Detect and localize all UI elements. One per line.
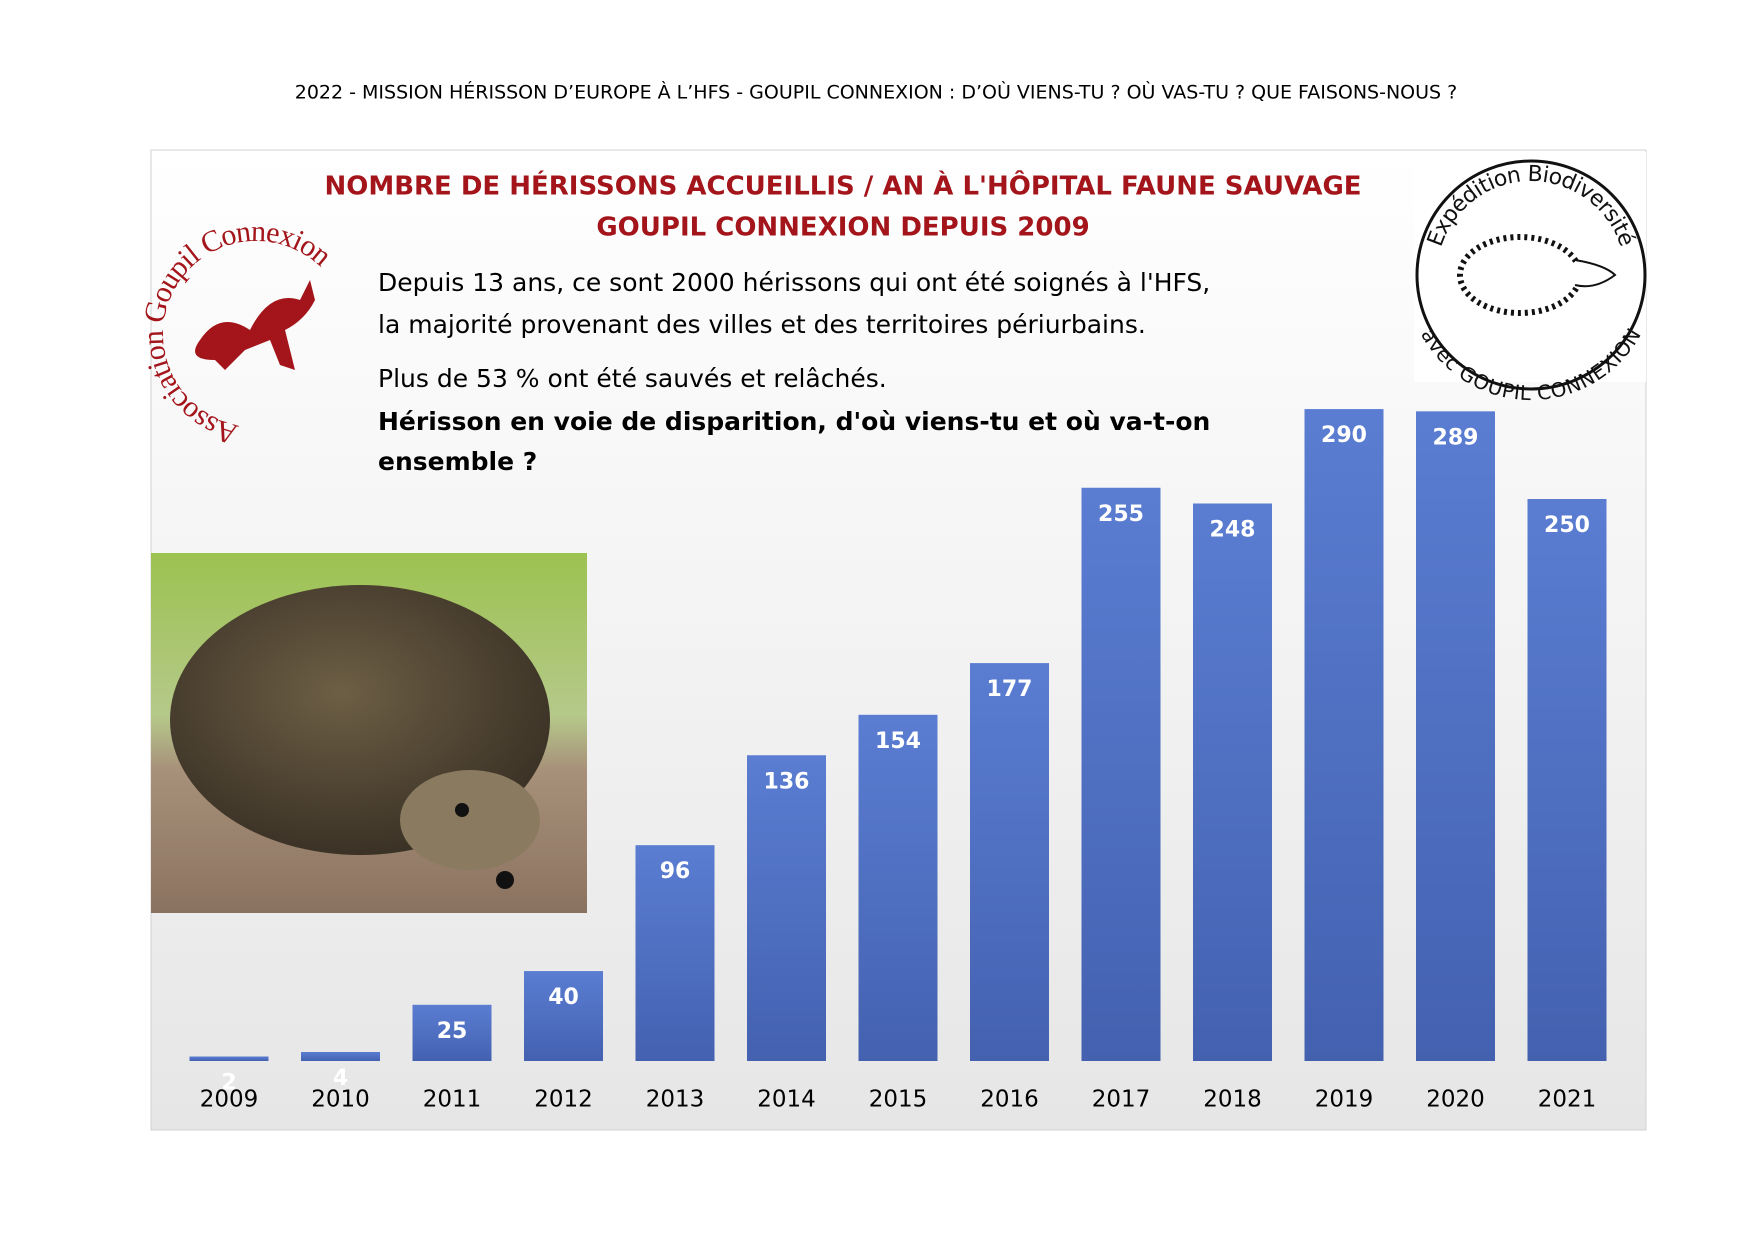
data-label: 40 (548, 985, 579, 1010)
data-label: 290 (1321, 423, 1367, 448)
data-label: 25 (437, 1019, 468, 1044)
x-tick-label: 2017 (1092, 1087, 1151, 1113)
data-label: 96 (660, 859, 691, 884)
x-tick-label: 2018 (1203, 1087, 1262, 1113)
annotation: ensemble ? (378, 447, 537, 476)
data-label: 136 (764, 769, 810, 794)
x-tick-label: 2021 (1538, 1087, 1597, 1113)
x-tick-label: 2010 (311, 1087, 370, 1113)
bar (412, 1004, 492, 1061)
x-tick-label: 2016 (980, 1087, 1039, 1113)
x-tick-label: 2014 (757, 1087, 816, 1113)
x-tick-label: 2013 (646, 1087, 705, 1113)
data-label: 255 (1098, 502, 1144, 527)
annotation: Plus de 53 % ont été sauvés et relâchés. (378, 364, 887, 393)
x-tick-label: 2019 (1315, 1087, 1374, 1113)
x-tick-label: 2009 (200, 1087, 259, 1113)
bar (635, 845, 715, 1061)
plot: NOMBRE DE HÉRISSONS ACCUEILLIS / AN À L'… (189, 170, 1607, 1113)
data-label: 248 (1210, 517, 1256, 542)
data-label: 4 (333, 1066, 348, 1091)
hedgehog-photo (151, 553, 587, 913)
x-tick-label: 2012 (534, 1087, 593, 1113)
page-header: 2022 - MISSION HÉRISSON D’EUROPE À L’HFS… (295, 80, 1457, 104)
x-tick-label: 2015 (869, 1087, 928, 1113)
x-tick-label: 2020 (1426, 1087, 1485, 1113)
bar (747, 755, 826, 1061)
bar (301, 1052, 380, 1061)
chart-title: GOUPIL CONNEXION DEPUIS 2009 (596, 213, 1089, 243)
annotation: la majorité provenant des villes et des … (378, 310, 1146, 339)
annotation: Hérisson en voie de disparition, d'où vi… (378, 407, 1210, 436)
bar (1416, 411, 1495, 1061)
right-logo: Expédition Biodiversité avec GOUPIL CONN… (1414, 152, 1647, 405)
bar (970, 663, 1049, 1061)
data-label: 177 (987, 677, 1033, 702)
bar (1527, 499, 1607, 1061)
bar (1081, 487, 1161, 1061)
bar (1304, 409, 1384, 1062)
data-label: 289 (1433, 425, 1479, 450)
data-label: 250 (1544, 513, 1590, 538)
data-label: 2 (221, 1071, 236, 1096)
bar (524, 971, 603, 1061)
bar (189, 1056, 269, 1061)
data-label: 154 (875, 729, 921, 754)
bar (858, 714, 938, 1061)
chart-title: NOMBRE DE HÉRISSONS ACCUEILLIS / AN À L'… (324, 170, 1361, 202)
bar (1193, 503, 1272, 1062)
annotation: Depuis 13 ans, ce sont 2000 hérissons qu… (378, 268, 1210, 297)
x-tick-label: 2011 (423, 1087, 482, 1113)
